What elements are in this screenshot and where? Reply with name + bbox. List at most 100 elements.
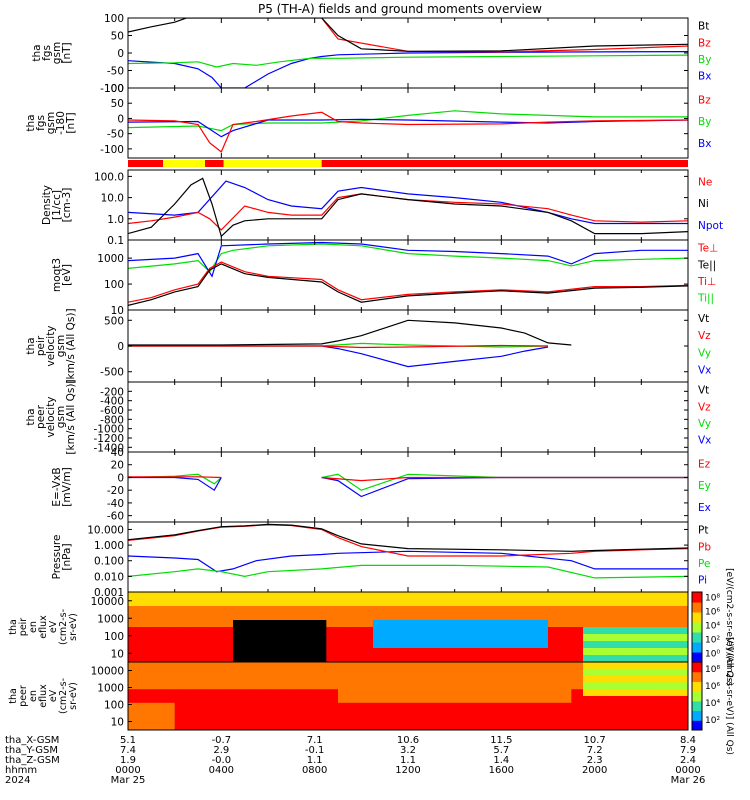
spectrogram-cell bbox=[139, 627, 152, 635]
spectrogram-cell bbox=[513, 655, 526, 663]
spectrogram-cell bbox=[489, 716, 502, 724]
spectrogram-cell bbox=[454, 723, 467, 731]
spectrogram-cell bbox=[489, 675, 502, 683]
spectrogram-cell bbox=[244, 668, 257, 677]
spectrogram-cell bbox=[489, 620, 502, 628]
spectrogram-cell bbox=[443, 592, 456, 600]
spectrogram-cell bbox=[268, 648, 281, 656]
spectrogram-cell bbox=[384, 627, 397, 635]
spectrogram-cell bbox=[233, 696, 246, 704]
spectrogram-cell bbox=[279, 655, 292, 663]
ylabel-line: tha bbox=[31, 44, 43, 61]
spectrogram-cell bbox=[664, 696, 677, 704]
spectrogram-cell bbox=[314, 696, 327, 704]
spectrogram-cell bbox=[373, 716, 386, 724]
spectrogram-cell bbox=[454, 599, 467, 607]
spectrogram-cell bbox=[606, 592, 619, 600]
spectrogram-cell bbox=[198, 620, 211, 628]
spectrogram-cell bbox=[559, 668, 572, 677]
spectrogram-cell bbox=[326, 675, 339, 683]
spectrogram-cell bbox=[338, 648, 351, 656]
spectrogram-cell bbox=[594, 592, 607, 600]
spectrogram-cell bbox=[373, 689, 386, 697]
spectrogram-cell bbox=[384, 648, 397, 656]
spectrogram-cell bbox=[629, 648, 642, 656]
spectrogram-cell bbox=[396, 648, 409, 656]
spectrogram-cell bbox=[431, 716, 444, 724]
spectrogram-cell bbox=[373, 620, 386, 628]
ylabel-line: en bbox=[28, 621, 39, 633]
legend-Pb: Pb bbox=[698, 541, 711, 553]
spectrogram-cell bbox=[641, 723, 654, 731]
ephemeris-value: 2.9 bbox=[213, 745, 229, 756]
ylabel-line: velocity bbox=[45, 325, 57, 366]
spectrogram-cell bbox=[408, 689, 421, 697]
spectrogram-cell bbox=[524, 696, 537, 704]
spectrogram-cell bbox=[268, 627, 281, 635]
ylabel-line: tha bbox=[8, 688, 19, 704]
spectrogram-cell bbox=[466, 620, 479, 628]
spectrogram-cell bbox=[198, 668, 211, 677]
ylabel-line: peer bbox=[18, 685, 29, 707]
spectrogram-cell bbox=[466, 592, 479, 600]
spectrogram-cell bbox=[466, 662, 479, 670]
spectrogram-cell bbox=[431, 648, 444, 656]
spectrogram-cell bbox=[279, 675, 292, 683]
colorbar-segment bbox=[692, 691, 702, 702]
series-peir-velocity-Vz bbox=[128, 344, 549, 349]
spectrogram-cell bbox=[163, 662, 176, 670]
spectrogram-cell bbox=[279, 613, 292, 621]
spectrogram-cell bbox=[128, 613, 141, 621]
spectrogram-cell bbox=[233, 702, 246, 711]
series-temperature-Ti|| bbox=[128, 243, 688, 273]
y-tick-label: 1.000 bbox=[94, 540, 124, 552]
spectrogram-cell bbox=[163, 592, 176, 600]
spectrogram-cell bbox=[419, 627, 432, 635]
spectrogram-cell bbox=[548, 675, 561, 683]
spectrogram-cell bbox=[489, 689, 502, 697]
ephemeris-value: 3.2 bbox=[400, 745, 416, 756]
legend-Vz: Vz bbox=[698, 401, 711, 413]
spectrogram-cell bbox=[221, 668, 234, 677]
colorbar-segment bbox=[692, 622, 702, 633]
spectrogram-cell bbox=[629, 606, 642, 614]
spectrogram-cell bbox=[664, 709, 677, 717]
spectrogram-cell bbox=[233, 627, 246, 635]
series-fgs-gse-Bx bbox=[128, 118, 688, 138]
series-temperature-Ti⊥ bbox=[128, 241, 688, 278]
spectrogram-cell bbox=[594, 662, 607, 670]
spectrogram-cell bbox=[361, 599, 374, 607]
spectrogram-cell bbox=[268, 662, 281, 670]
spectrogram-cell bbox=[384, 675, 397, 683]
series-fgs-gsm-By bbox=[128, 54, 688, 68]
spectrogram-cell bbox=[653, 709, 666, 717]
spectrogram-cell bbox=[618, 675, 631, 683]
plot-title: P5 (TH-A) fields and ground moments over… bbox=[258, 2, 542, 16]
spectrogram-cell bbox=[268, 606, 281, 614]
spectrogram-cell bbox=[268, 689, 281, 697]
spectrogram-cell bbox=[454, 641, 467, 649]
spectrogram-cell bbox=[174, 716, 187, 724]
spectrogram-cell bbox=[338, 606, 351, 614]
spectrogram-cell bbox=[151, 723, 164, 731]
spectrogram-cell bbox=[559, 613, 572, 621]
spectrogram-cell bbox=[664, 627, 677, 635]
spectrogram-cell bbox=[548, 682, 561, 690]
ylabel-line: peer bbox=[35, 404, 47, 429]
spectrogram-cell bbox=[606, 696, 619, 704]
spectrogram-cell bbox=[174, 682, 187, 690]
spectrogram-cell bbox=[256, 627, 269, 635]
spectrogram-cell bbox=[454, 620, 467, 628]
spectrogram-cell bbox=[466, 716, 479, 724]
spectrogram-cell bbox=[244, 648, 257, 656]
spectrogram-cell bbox=[128, 709, 141, 717]
legend-Te||: Te|| bbox=[697, 259, 716, 271]
y-tick-label: -400 bbox=[100, 396, 124, 408]
ylabel-line: [nT] bbox=[61, 42, 73, 63]
spectrogram-cell bbox=[583, 723, 596, 731]
spectrogram-cell bbox=[489, 696, 502, 704]
colorbar-segment bbox=[692, 710, 702, 721]
spectrogram-cell bbox=[233, 613, 246, 621]
spectrogram-cell bbox=[256, 592, 269, 600]
spectrogram-cell bbox=[618, 634, 631, 642]
